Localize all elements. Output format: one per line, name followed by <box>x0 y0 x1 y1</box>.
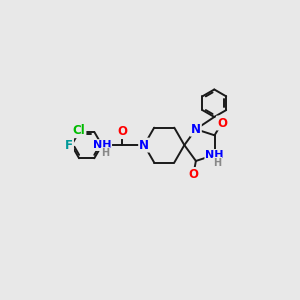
Text: O: O <box>188 168 198 181</box>
Text: NH: NH <box>205 150 224 160</box>
Text: H: H <box>101 148 110 158</box>
Text: F: F <box>65 139 73 152</box>
Text: N: N <box>191 123 201 136</box>
Text: Cl: Cl <box>73 124 85 137</box>
Text: O: O <box>217 116 227 130</box>
Text: N: N <box>139 139 149 152</box>
Text: O: O <box>117 125 127 138</box>
Text: NH: NH <box>93 140 111 150</box>
Text: H: H <box>213 158 221 168</box>
